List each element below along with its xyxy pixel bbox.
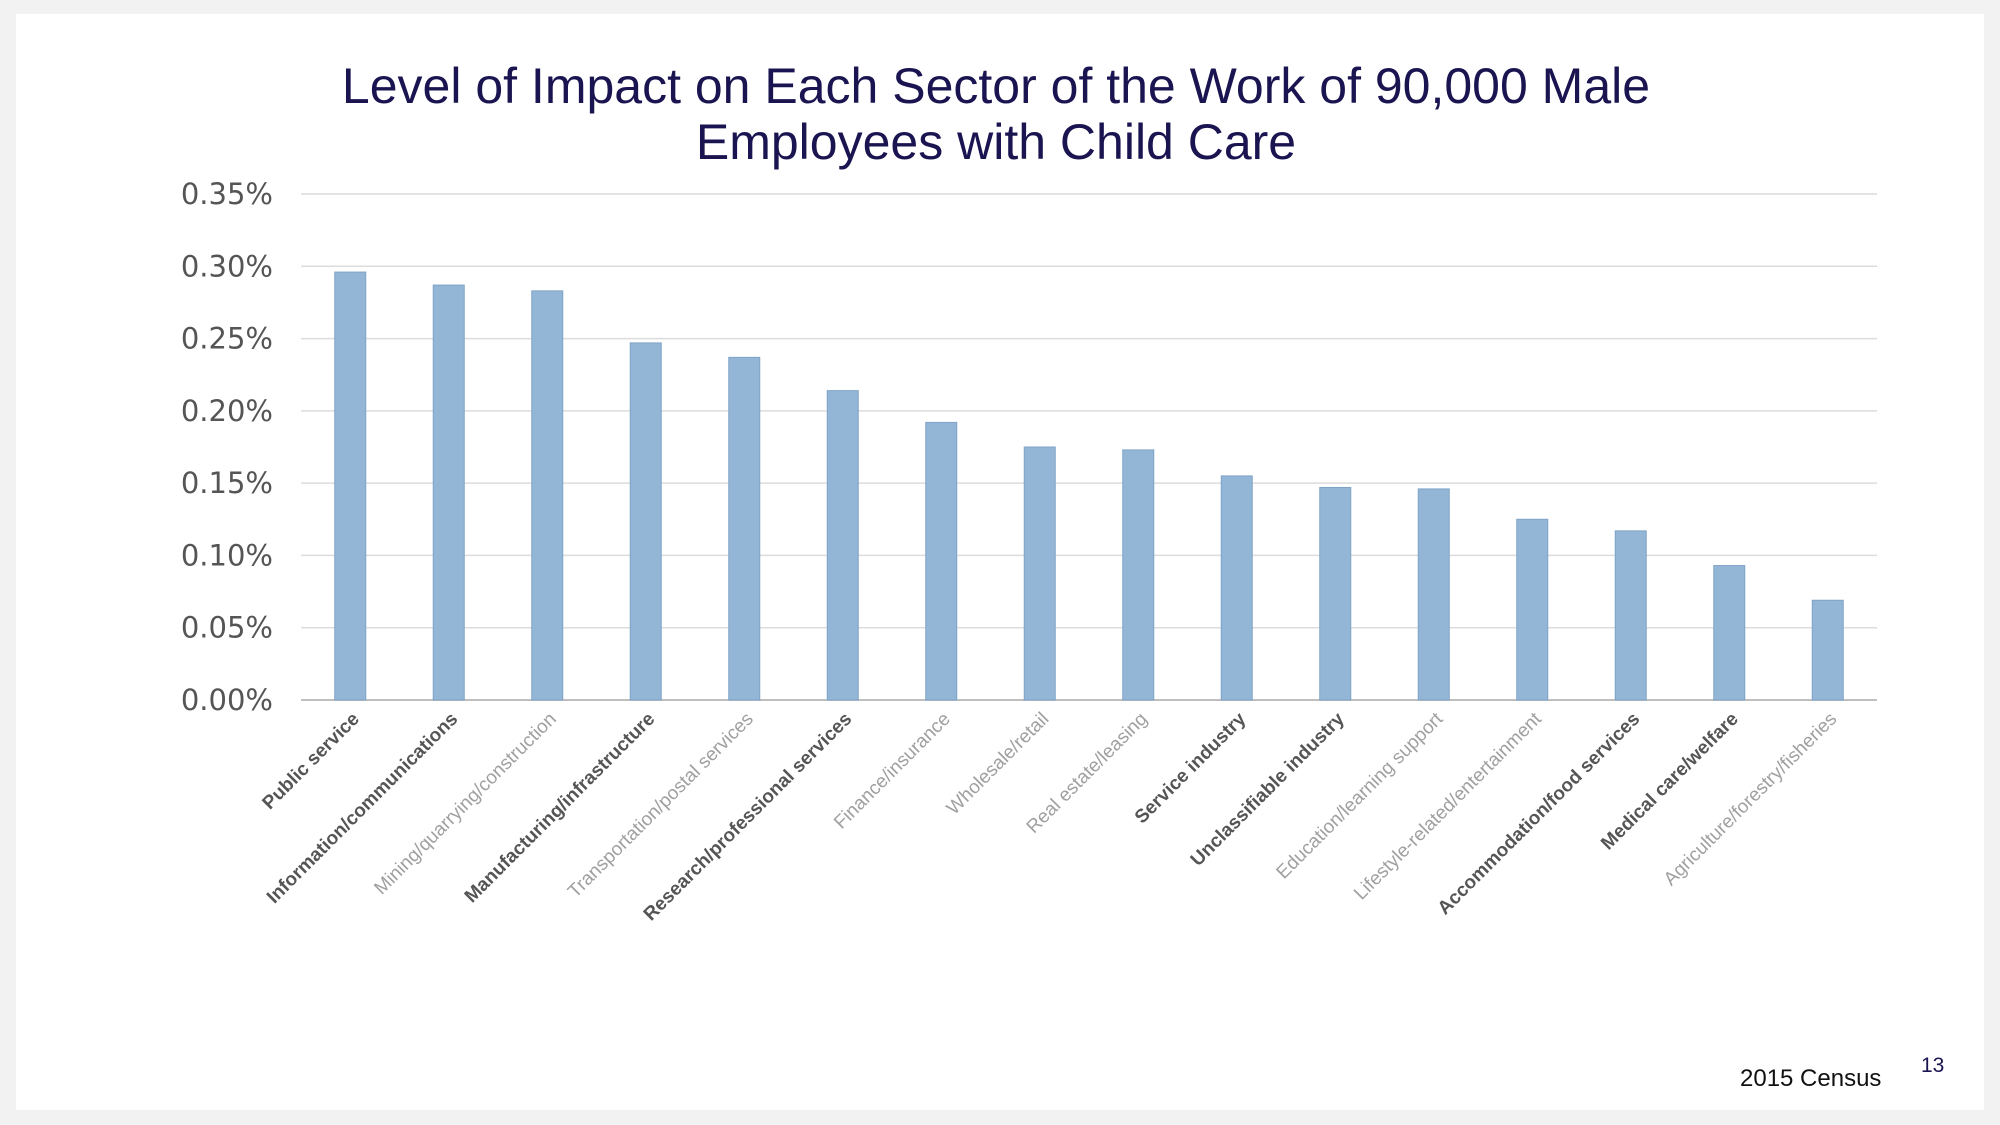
- x-category-label: Agriculture/forestry/fisheries: [1660, 709, 1841, 890]
- bar: [1220, 475, 1253, 701]
- page-number: 13: [1921, 1054, 1945, 1077]
- y-tick-label: 0.05%: [181, 611, 273, 645]
- x-category-label: Education/learning support: [1273, 708, 1448, 883]
- x-category-label: Mining/quarrying/construction: [370, 709, 560, 899]
- source-note: 2015 Census: [1740, 1065, 1882, 1092]
- bar: [1319, 486, 1352, 701]
- bar: [334, 271, 367, 701]
- bar: [1516, 518, 1549, 701]
- bar: [629, 342, 662, 701]
- bar: [1122, 449, 1155, 701]
- y-tick-label: 0.00%: [181, 683, 273, 717]
- x-category-label: Manufacturing/infrastructure: [461, 709, 659, 907]
- y-axis-ticks: 0.00% 0.05% 0.10% 0.15% 0.20% 0.25% 0.30% 0.35%: [181, 177, 273, 717]
- y-tick-label: 0.15%: [181, 466, 273, 500]
- slide: Level of Impact on Each Sector of the Wo…: [16, 14, 1984, 1110]
- x-category-label: Public service: [259, 709, 364, 814]
- bar: [1614, 530, 1647, 701]
- x-category-label: Research/professional services: [640, 709, 856, 925]
- bar: [531, 290, 564, 701]
- y-tick-label: 0.35%: [181, 177, 273, 211]
- bar: [1417, 488, 1450, 701]
- y-tick-label: 0.25%: [181, 322, 273, 356]
- y-tick-label: 0.20%: [181, 394, 273, 428]
- gridlines: [301, 193, 1877, 701]
- x-category-label: Accommodation/food services: [1434, 709, 1644, 919]
- title-line-2: Employees with Child Care: [695, 114, 1297, 170]
- bar: [1023, 446, 1056, 701]
- bar: [1811, 599, 1844, 701]
- title-line-1: Level of Impact on Each Sector of the Wo…: [341, 58, 1651, 114]
- bar: [1713, 565, 1746, 701]
- chart-title: Level of Impact on Each Sector of the Wo…: [196, 58, 1796, 170]
- bar: [432, 284, 465, 701]
- x-axis-labels: Public serviceInformation/communications…: [259, 708, 1842, 925]
- y-tick-label: 0.30%: [181, 249, 273, 283]
- x-category-label: Wholesale/retail: [943, 709, 1053, 819]
- bar: [728, 356, 761, 701]
- bar: [925, 421, 958, 701]
- y-tick-label: 0.10%: [181, 538, 273, 572]
- x-category-label: Information/communications: [263, 709, 462, 908]
- bar-chart: 0.00% 0.05% 0.10% 0.15% 0.20% 0.25% 0.30% 0.35%…: [181, 177, 1877, 925]
- bar: [826, 390, 859, 701]
- bars: [334, 271, 1844, 701]
- x-category-label: Lifestyle-related/entertainment: [1350, 708, 1546, 904]
- x-category-label: Transportation/postal services: [564, 709, 758, 903]
